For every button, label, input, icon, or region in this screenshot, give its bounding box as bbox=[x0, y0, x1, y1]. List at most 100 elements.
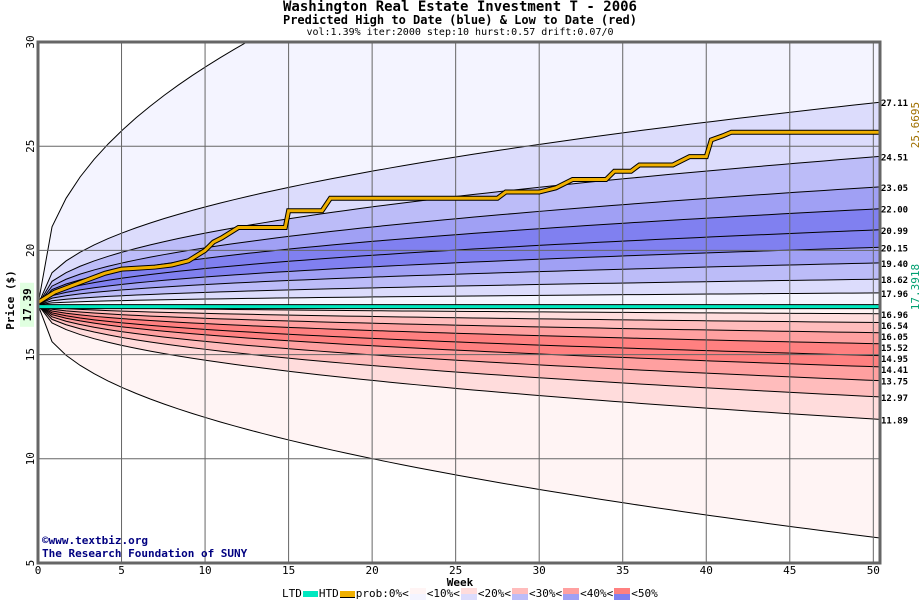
lower-quantile-label-7: 12.97 bbox=[881, 394, 908, 404]
upper-band-8 bbox=[38, 102, 880, 305]
upper-band-7 bbox=[38, 156, 880, 305]
lower-quantile-line-7 bbox=[38, 304, 880, 382]
lower-band-8 bbox=[38, 304, 880, 420]
upper-band-3 bbox=[38, 247, 880, 305]
legend-prob: prob:0%< bbox=[355, 587, 409, 600]
upper-quantile-label-3: 20.15 bbox=[881, 244, 908, 254]
upper-quantile-line-10 bbox=[38, 42, 248, 305]
x-tick-label-45: 45 bbox=[783, 564, 796, 577]
x-tick-label-20: 20 bbox=[366, 564, 379, 577]
legend-40: <40%< bbox=[580, 587, 614, 600]
ltd-swatch bbox=[302, 591, 318, 597]
y-tick-label-10: 10 bbox=[24, 452, 37, 465]
lower-band-2 bbox=[38, 304, 880, 333]
lower-quantile-label-4: 14.95 bbox=[881, 355, 908, 365]
x-tick-label-50: 50 bbox=[867, 564, 880, 577]
x-tick-label-15: 15 bbox=[282, 564, 295, 577]
lower-band-1 bbox=[38, 304, 880, 323]
y-tick-label-30: 30 bbox=[24, 35, 37, 48]
swatch-20 bbox=[511, 588, 528, 600]
y-tick-label-15: 15 bbox=[24, 348, 37, 361]
swatch-0 bbox=[409, 588, 426, 600]
lower-quantile-label-6: 13.75 bbox=[881, 378, 908, 388]
lower-quantile-label-5: 14.41 bbox=[881, 366, 908, 376]
upper-quantile-label-5: 22.00 bbox=[881, 206, 908, 216]
lower-band-3 bbox=[38, 304, 880, 344]
chart-title: Washington Real Estate Investment T - 20… bbox=[282, 0, 637, 15]
legend-10: <10%< bbox=[426, 587, 460, 600]
legend-30: <30%< bbox=[528, 587, 563, 600]
upper-quantile-label-1: 18.62 bbox=[881, 276, 908, 286]
lower-band-4 bbox=[38, 304, 880, 356]
upper-band-0 bbox=[38, 292, 880, 307]
legend: LTD HTD prob:0%< <10%< <20%< <30%< <40%<… bbox=[282, 588, 658, 600]
lower-quantile-line-2 bbox=[38, 304, 880, 324]
x-tick-label-10: 10 bbox=[198, 564, 211, 577]
credit-org: The Research Foundation of SUNY bbox=[42, 547, 248, 560]
upper-quantile-line-9 bbox=[38, 101, 880, 305]
lower-quantile-label-3: 15.52 bbox=[881, 344, 908, 354]
legend-50: <50% bbox=[631, 587, 658, 600]
upper-band-6 bbox=[38, 186, 880, 305]
legend-20: <20%< bbox=[477, 587, 511, 600]
swatch-10 bbox=[460, 588, 477, 600]
lower-quantile-line-8 bbox=[38, 304, 880, 398]
x-tick-label-30: 30 bbox=[533, 564, 546, 577]
legend-ltd: LTD bbox=[282, 587, 302, 600]
upper-quantile-label-7: 24.51 bbox=[881, 153, 908, 163]
htd-swatch bbox=[339, 590, 355, 598]
start-price-label: 17.39 bbox=[21, 288, 34, 321]
swatch-40 bbox=[614, 588, 631, 600]
upper-quantile-label-6: 23.05 bbox=[881, 184, 908, 194]
x-tick-label-40: 40 bbox=[700, 564, 713, 577]
htd-value-label: 25.6695 bbox=[909, 102, 920, 148]
lower-band-5 bbox=[38, 304, 880, 367]
x-tick-label-0: 0 bbox=[35, 564, 42, 577]
start-label-bg bbox=[20, 282, 34, 327]
x-tick-label-35: 35 bbox=[616, 564, 629, 577]
lower-band-7 bbox=[38, 304, 880, 397]
plot-border bbox=[36, 40, 882, 565]
lower-quantile-line-4 bbox=[38, 304, 880, 345]
swatch-30 bbox=[563, 588, 580, 600]
upper-band-5 bbox=[38, 208, 880, 305]
lower-band-9 bbox=[38, 304, 880, 538]
upper-quantile-line-2 bbox=[38, 278, 880, 306]
y-tick-label-5: 5 bbox=[24, 560, 37, 567]
lower-quantile-line-5 bbox=[38, 304, 880, 357]
y-axis-label: Price ($) bbox=[4, 270, 17, 330]
upper-quantile-label-4: 20.99 bbox=[881, 227, 908, 237]
lower-quantile-line-3 bbox=[38, 304, 880, 334]
lower-quantile-line-6 bbox=[38, 304, 880, 368]
upper-band-4 bbox=[38, 229, 880, 305]
plot-content bbox=[38, 42, 880, 563]
lower-quantile-line-10 bbox=[38, 304, 880, 539]
upper-quantile-line-7 bbox=[38, 186, 880, 306]
upper-quantile-label-0: 17.96 bbox=[881, 290, 908, 300]
upper-quantile-label-2: 19.40 bbox=[881, 260, 908, 270]
x-tick-label-25: 25 bbox=[449, 564, 462, 577]
lower-quantile-label-1: 16.54 bbox=[881, 322, 909, 332]
upper-quantile-line-5 bbox=[38, 229, 880, 306]
upper-quantile-line-4 bbox=[38, 246, 880, 306]
ltd-value-label: 17.3918 bbox=[909, 264, 920, 310]
x-tick-label-5: 5 bbox=[118, 564, 125, 577]
credit-url: ©www.textbiz.org bbox=[42, 534, 148, 547]
x-axis-label: Week bbox=[447, 576, 474, 589]
upper-quantile-line-3 bbox=[38, 262, 880, 306]
lower-quantile-label-0: 16.96 bbox=[881, 311, 908, 321]
upper-band-9 bbox=[38, 42, 880, 305]
lower-band-6 bbox=[38, 304, 880, 381]
chart-subtitle: Predicted High to Date (blue) & Low to D… bbox=[282, 13, 637, 27]
legend-htd: HTD bbox=[318, 587, 339, 600]
lower-quantile-label-8: 11.89 bbox=[881, 416, 908, 426]
upper-quantile-label-8: 27.11 bbox=[881, 99, 908, 109]
lower-quantile-line-9 bbox=[38, 304, 880, 420]
lower-quantile-label-2: 16.05 bbox=[881, 333, 908, 343]
y-tick-label-25: 25 bbox=[24, 140, 37, 153]
htd-line bbox=[37, 130, 880, 304]
chart-params: vol:1.39% iter:2000 step:10 hurst:0.57 d… bbox=[306, 27, 614, 38]
upper-quantile-line-1 bbox=[38, 292, 880, 306]
